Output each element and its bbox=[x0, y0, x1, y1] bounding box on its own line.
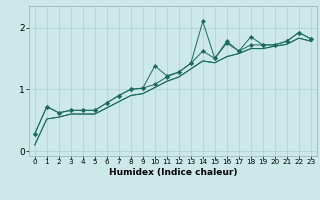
X-axis label: Humidex (Indice chaleur): Humidex (Indice chaleur) bbox=[108, 168, 237, 177]
